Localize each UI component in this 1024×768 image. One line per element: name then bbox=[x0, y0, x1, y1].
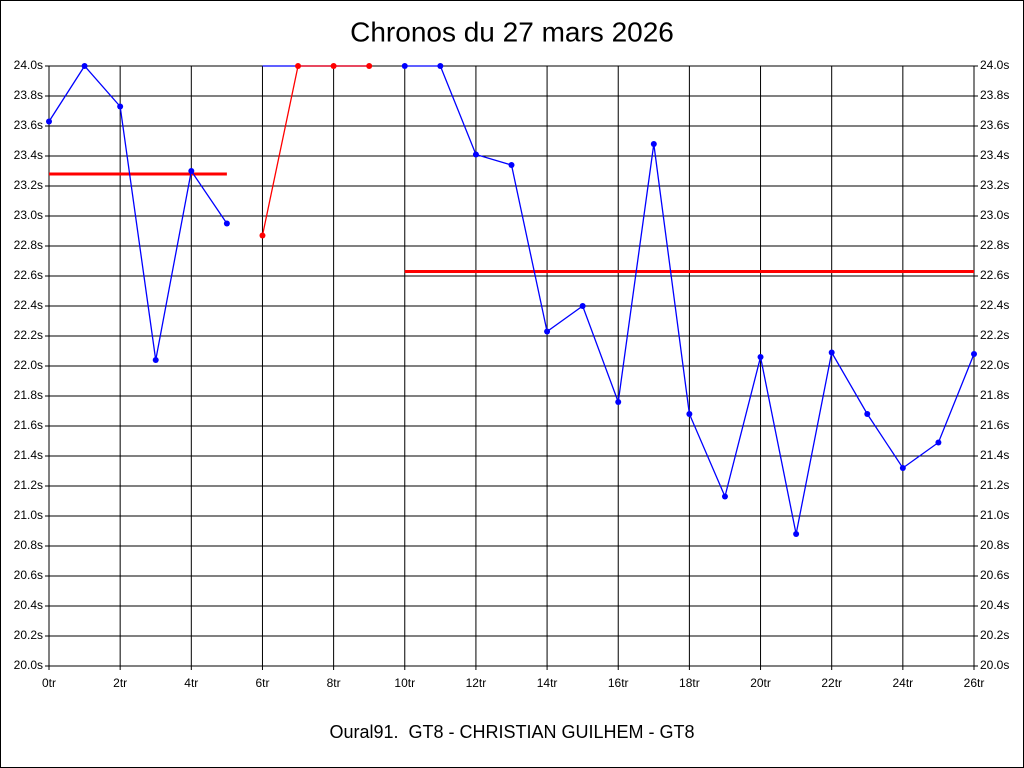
y2-tick-label: 23.0s bbox=[980, 208, 1009, 222]
point bbox=[971, 351, 977, 357]
point bbox=[721, 493, 728, 500]
y2-tick-label: 23.6s bbox=[980, 118, 1009, 132]
y-tick-label: 22.2s bbox=[14, 328, 43, 342]
point bbox=[935, 439, 942, 446]
x-tick-label: 10tr bbox=[394, 676, 415, 690]
y-tick-label: 24.0s bbox=[14, 58, 43, 72]
point bbox=[152, 357, 159, 363]
y2-tick-label: 21.0s bbox=[980, 508, 1009, 522]
point bbox=[330, 63, 337, 69]
point bbox=[295, 63, 302, 69]
y2-tick-label: 20.4s bbox=[980, 598, 1009, 612]
y-tick-label: 20.2s bbox=[14, 628, 43, 642]
point bbox=[757, 354, 764, 360]
y2-tick-label: 21.4s bbox=[980, 448, 1009, 462]
y-tick-label: 23.0s bbox=[14, 208, 43, 222]
y-tick-label: 20.8s bbox=[14, 538, 43, 552]
y-tick-label: 23.8s bbox=[14, 88, 43, 102]
y2-tick-label: 21.2s bbox=[980, 478, 1009, 492]
y2-tick-label: 22.6s bbox=[980, 268, 1009, 282]
x-tick-label: 0tr bbox=[42, 676, 56, 690]
y-tick-label: 20.4s bbox=[14, 598, 43, 612]
x-tick-label: 18tr bbox=[679, 676, 700, 690]
y-tick-label: 22.0s bbox=[14, 358, 43, 372]
point bbox=[793, 531, 800, 537]
point bbox=[828, 349, 835, 356]
y2-tick-label: 22.0s bbox=[980, 358, 1009, 372]
y2-tick-label: 21.8s bbox=[980, 388, 1009, 402]
point bbox=[472, 151, 479, 158]
y-tick-label: 23.4s bbox=[14, 148, 43, 162]
y-tick-label: 21.2s bbox=[14, 478, 43, 492]
series-line bbox=[261, 65, 370, 236]
y-tick-label: 20.0s bbox=[14, 658, 43, 672]
y2-tick-label: 20.8s bbox=[980, 538, 1009, 552]
y2-tick-label: 23.8s bbox=[980, 88, 1009, 102]
point bbox=[437, 63, 444, 69]
point bbox=[259, 232, 266, 239]
y-tick-label: 21.4s bbox=[14, 448, 43, 462]
y-tick-label: 23.2s bbox=[14, 178, 43, 192]
y2-tick-label: 20.6s bbox=[980, 568, 1009, 582]
point bbox=[401, 63, 408, 69]
x-tick-label: 8tr bbox=[327, 676, 341, 690]
point bbox=[579, 303, 586, 309]
x-tick-label: 26tr bbox=[964, 676, 985, 690]
y2-tick-label: 22.2s bbox=[980, 328, 1009, 342]
y-tick-label: 21.0s bbox=[14, 508, 43, 522]
x-tick-label: 20tr bbox=[750, 676, 771, 690]
y2-tick-label: 23.2s bbox=[980, 178, 1009, 192]
point bbox=[46, 118, 52, 125]
point bbox=[117, 103, 124, 110]
chart-footer: Oural91. GT8 - CHRISTIAN GUILHEM - GT8 bbox=[329, 722, 694, 742]
point bbox=[615, 399, 622, 405]
x-tick-label: 2tr bbox=[113, 676, 127, 690]
point bbox=[544, 328, 551, 335]
point bbox=[223, 220, 230, 227]
y2-tick-label: 21.6s bbox=[980, 418, 1009, 432]
point bbox=[686, 411, 693, 417]
point bbox=[899, 465, 906, 471]
point bbox=[188, 168, 195, 174]
chart-title: Chronos du 27 mars 2026 bbox=[350, 16, 674, 47]
y-tick-label: 22.4s bbox=[14, 298, 43, 312]
x-tick-label: 12tr bbox=[466, 676, 487, 690]
point bbox=[864, 411, 871, 417]
y-tick-label: 22.6s bbox=[14, 268, 43, 282]
point bbox=[650, 141, 657, 147]
y2-tick-label: 22.4s bbox=[980, 298, 1009, 312]
x-tick-label: 14tr bbox=[537, 676, 558, 690]
y-tick-label: 20.6s bbox=[14, 568, 43, 582]
y-tick-label: 23.6s bbox=[14, 118, 43, 132]
x-tick-label: 24tr bbox=[893, 676, 914, 690]
x-tick-label: 6tr bbox=[255, 676, 269, 690]
y2-tick-label: 20.2s bbox=[980, 628, 1009, 642]
y-tick-label: 21.8s bbox=[14, 388, 43, 402]
point bbox=[508, 162, 515, 168]
point bbox=[81, 63, 88, 69]
x-tick-label: 4tr bbox=[184, 676, 198, 690]
y2-tick-label: 20.0s bbox=[980, 658, 1009, 672]
y2-tick-label: 23.4s bbox=[980, 148, 1009, 162]
y2-tick-label: 22.8s bbox=[980, 238, 1009, 252]
y-tick-label: 21.6s bbox=[14, 418, 43, 432]
y2-tick-label: 24.0s bbox=[980, 58, 1009, 72]
x-tick-label: 16tr bbox=[608, 676, 629, 690]
point bbox=[366, 63, 373, 69]
x-tick-label: 22tr bbox=[821, 676, 842, 690]
y-tick-label: 22.8s bbox=[14, 238, 43, 252]
